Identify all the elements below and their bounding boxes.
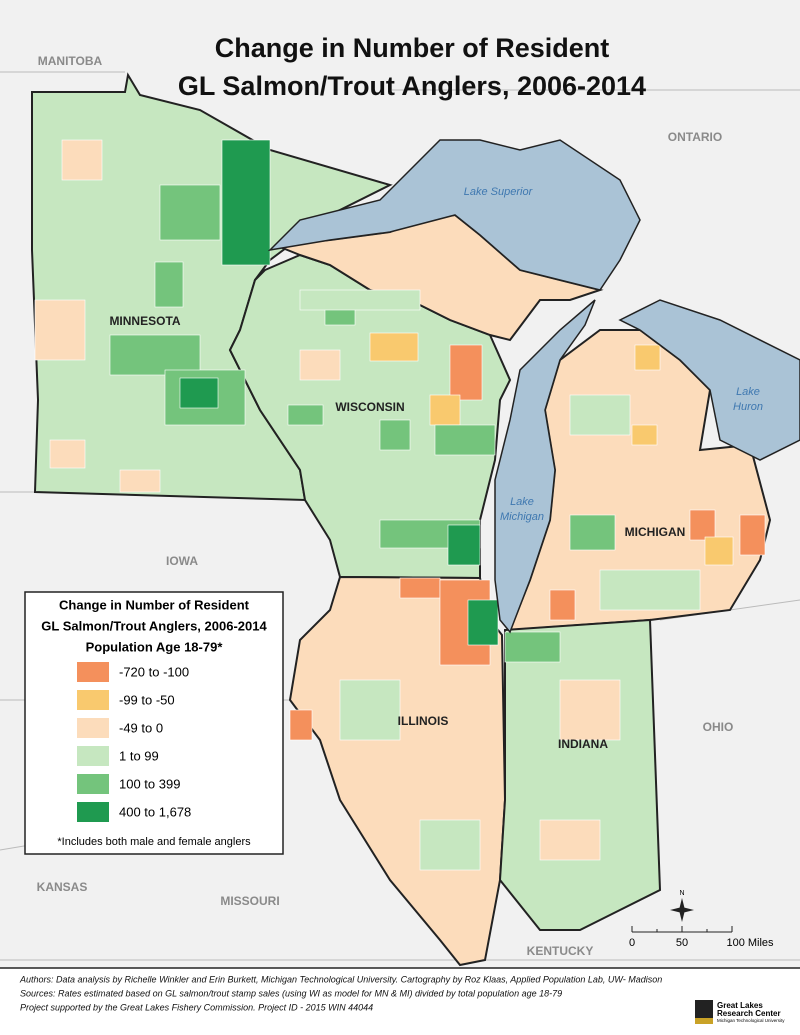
county bbox=[569, 514, 616, 551]
county bbox=[399, 577, 441, 599]
logo: Great Lakes Research Center Michigan Tec… bbox=[695, 1000, 785, 1024]
state-label: MICHIGAN bbox=[625, 525, 686, 539]
county bbox=[299, 349, 341, 381]
neighbor-label: MISSOURI bbox=[220, 894, 279, 908]
county bbox=[439, 579, 491, 666]
indiana-shape bbox=[498, 618, 662, 931]
county bbox=[539, 819, 601, 861]
legend-swatch bbox=[77, 662, 109, 682]
county bbox=[599, 569, 701, 611]
footer-line: Authors: Data analysis by Richelle Winkl… bbox=[19, 974, 662, 984]
logo-text: Research Center bbox=[717, 1009, 781, 1018]
county bbox=[154, 261, 184, 308]
neighbor-label: IOWA bbox=[166, 554, 198, 568]
lake-label: Michigan bbox=[500, 511, 544, 523]
logo-text: Great Lakes bbox=[717, 1001, 763, 1010]
county bbox=[434, 424, 496, 456]
county bbox=[634, 344, 661, 371]
lake-label: Lake bbox=[736, 386, 760, 398]
county bbox=[419, 819, 481, 871]
county bbox=[109, 334, 201, 376]
county bbox=[299, 289, 421, 311]
county bbox=[369, 332, 419, 362]
legend-note: *Includes both male and female anglers bbox=[57, 836, 251, 848]
county bbox=[467, 599, 499, 646]
county bbox=[289, 709, 313, 741]
neighbor-label: OHIO bbox=[703, 720, 734, 734]
county bbox=[704, 536, 734, 566]
legend-swatch bbox=[77, 802, 109, 822]
state-label: ILLINOIS bbox=[398, 714, 449, 728]
legend-title: GL Salmon/Trout Anglers, 2006-2014 bbox=[41, 618, 267, 633]
legend-swatch bbox=[77, 774, 109, 794]
county bbox=[689, 509, 716, 541]
legend-label: 400 to 1,678 bbox=[119, 804, 191, 819]
county bbox=[504, 631, 561, 663]
county bbox=[447, 524, 481, 566]
county bbox=[221, 139, 271, 266]
county bbox=[379, 419, 411, 451]
county bbox=[559, 679, 621, 741]
compass-label: N bbox=[679, 890, 684, 897]
state-label: INDIANA bbox=[558, 737, 608, 751]
logo-band bbox=[695, 1018, 713, 1024]
county bbox=[339, 679, 401, 741]
footer-band bbox=[0, 968, 800, 1035]
state-label: WISCONSIN bbox=[335, 400, 404, 414]
footer-line: Sources: Rates estimated based on GL sal… bbox=[20, 988, 562, 998]
lake-label: Lake Superior bbox=[464, 186, 534, 198]
legend: Change in Number of Resident GL Salmon/Tr… bbox=[24, 591, 284, 855]
county bbox=[549, 589, 576, 621]
compass: N bbox=[670, 890, 694, 922]
lake-label: Lake bbox=[510, 496, 534, 508]
neighbor-label: MANITOBA bbox=[38, 54, 103, 68]
legend-swatch bbox=[77, 718, 109, 738]
legend-label: -99 to -50 bbox=[119, 692, 175, 707]
legend-label: -720 to -100 bbox=[119, 664, 189, 679]
neighbor-label: KANSAS bbox=[37, 880, 88, 894]
legend-box bbox=[24, 591, 284, 855]
county bbox=[569, 394, 631, 436]
county bbox=[119, 469, 161, 493]
legend-swatch bbox=[77, 690, 109, 710]
scale-label: 0 bbox=[629, 937, 635, 949]
lake-huron-shape bbox=[618, 299, 800, 461]
county bbox=[429, 394, 461, 426]
legend-label: 100 to 399 bbox=[119, 776, 180, 791]
county bbox=[287, 404, 324, 426]
title-line: Change in Number of Resident bbox=[215, 33, 610, 63]
county bbox=[631, 424, 658, 446]
scale-line bbox=[631, 926, 733, 933]
scale-label: 100 Miles bbox=[726, 937, 774, 949]
logo-text: Michigan Technological University bbox=[717, 1018, 785, 1023]
state-label: MINNESOTA bbox=[109, 314, 180, 328]
neighbor-label: KENTUCKY bbox=[527, 944, 594, 958]
county bbox=[449, 344, 483, 401]
scale-label: 50 bbox=[676, 937, 688, 949]
scale-bar: 0 50 100 Miles bbox=[629, 926, 774, 949]
legend-label: 1 to 99 bbox=[119, 748, 159, 763]
lake-michigan-shape bbox=[494, 299, 596, 634]
county bbox=[179, 377, 219, 409]
lake-label: Huron bbox=[733, 401, 763, 413]
county bbox=[49, 439, 86, 469]
county bbox=[61, 139, 103, 181]
legend-swatch bbox=[77, 746, 109, 766]
compass-rose bbox=[670, 898, 694, 922]
neighbor-label: ONTARIO bbox=[668, 130, 722, 144]
legend-label: -49 to 0 bbox=[119, 720, 163, 735]
lake-superior-shape bbox=[267, 139, 641, 291]
county bbox=[739, 514, 766, 556]
legend-title: Population Age 18-79* bbox=[86, 639, 224, 654]
title-line: GL Salmon/Trout Anglers, 2006-2014 bbox=[178, 71, 646, 101]
lakes bbox=[267, 139, 800, 634]
county bbox=[159, 184, 221, 241]
county bbox=[34, 299, 86, 361]
county-patches bbox=[34, 139, 766, 871]
footer-line: Project supported by the Great Lakes Fis… bbox=[20, 1002, 373, 1012]
legend-title: Change in Number of Resident bbox=[59, 597, 250, 612]
